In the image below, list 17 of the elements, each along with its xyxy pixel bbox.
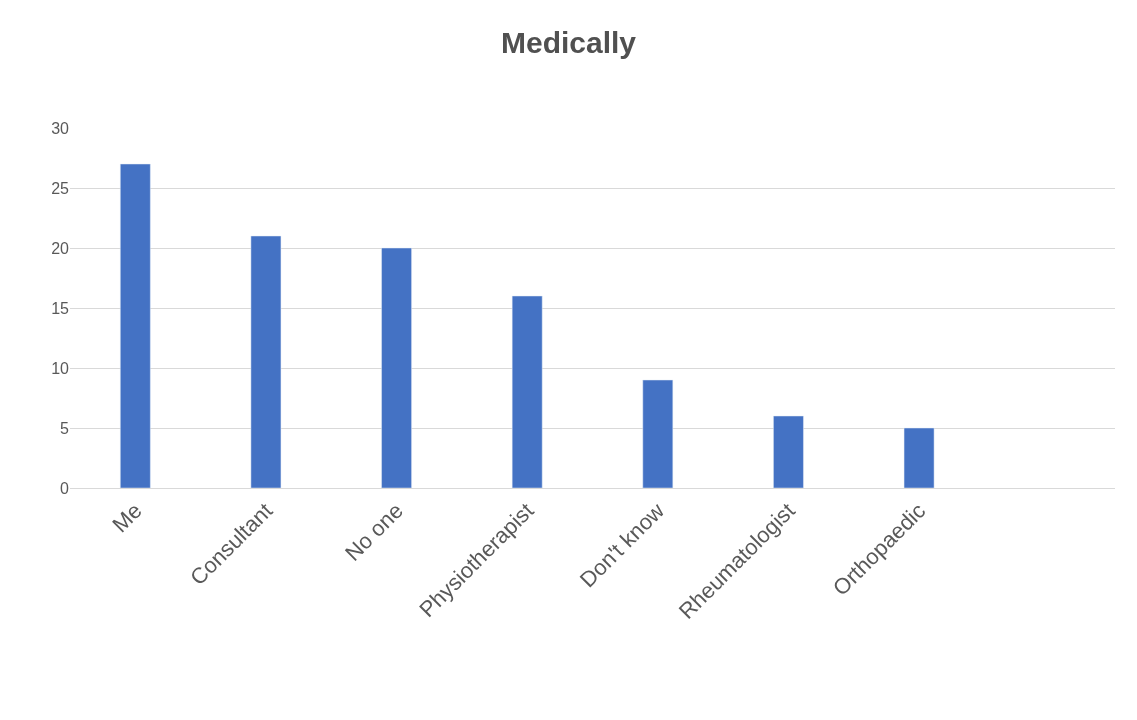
bar (381, 247, 412, 488)
y-tick-label: 25 (51, 179, 70, 197)
y-tick-label: 5 (60, 419, 70, 437)
y-tick-label: 10 (51, 359, 70, 377)
bar (903, 427, 935, 488)
y-tick-label: 0 (60, 479, 70, 497)
y-tick-label: 15 (51, 299, 70, 317)
y-tick-label: 30 (51, 119, 70, 137)
bar (250, 235, 282, 488)
chart-title: Medically (500, 26, 637, 60)
x-tick-label: Me (107, 498, 147, 538)
y-tick-label: 20 (51, 239, 70, 257)
bar (773, 415, 804, 488)
bar (511, 295, 543, 488)
x-tick-label: No one (340, 498, 408, 566)
bar (642, 379, 674, 488)
bar (120, 163, 151, 488)
